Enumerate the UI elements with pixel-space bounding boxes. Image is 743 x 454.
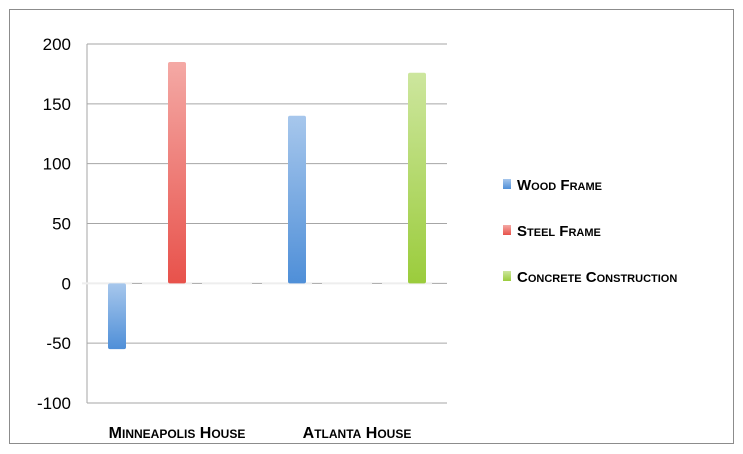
bar-base-shadow	[82, 282, 132, 285]
y-tick-label: 150	[43, 95, 71, 114]
bar-steel-frame-0	[168, 61, 186, 284]
y-tick-label: 50	[52, 215, 71, 234]
bar-base-shadow	[262, 282, 312, 285]
bar-base-shadow	[142, 282, 192, 285]
bars	[82, 61, 432, 350]
gridlines	[86, 43, 447, 404]
x-category-label: MINNEAPOLIS HOUSE	[109, 425, 246, 442]
x-category-label: ATLANTA HOUSE	[303, 425, 412, 442]
bar-concrete-construction-1	[408, 72, 426, 284]
bar-base-shadow	[202, 282, 252, 285]
y-tick-label: 200	[43, 35, 71, 54]
legend: WOOD FRAME STEEL FRAME CONCRETE CONSTRUCTI…	[503, 177, 677, 286]
y-tick-label: -50	[46, 334, 71, 353]
y-tick-label: 0	[62, 274, 71, 293]
y-tick-label: 100	[43, 155, 71, 174]
x-axis: MINNEAPOLIS HOUSE ATLANTA HOUSE	[109, 425, 412, 442]
bar-base-shadow	[382, 282, 432, 285]
bar-base-shadow	[322, 282, 372, 285]
legend-swatch	[503, 225, 511, 235]
chart-frame	[9, 9, 734, 444]
y-tick-label: -100	[37, 394, 71, 413]
legend-swatch	[503, 179, 511, 189]
legend-label: STEEL FRAME	[517, 223, 601, 240]
legend-swatch	[503, 271, 511, 281]
bar-wood-frame-1	[288, 115, 306, 284]
legend-label: WOOD FRAME	[517, 177, 602, 194]
bar-wood-frame-0	[108, 283, 126, 350]
y-axis: 200 150 100 50 0 -50 -100	[37, 35, 71, 413]
legend-label: CONCRETE CONSTRUCTION	[517, 269, 677, 286]
